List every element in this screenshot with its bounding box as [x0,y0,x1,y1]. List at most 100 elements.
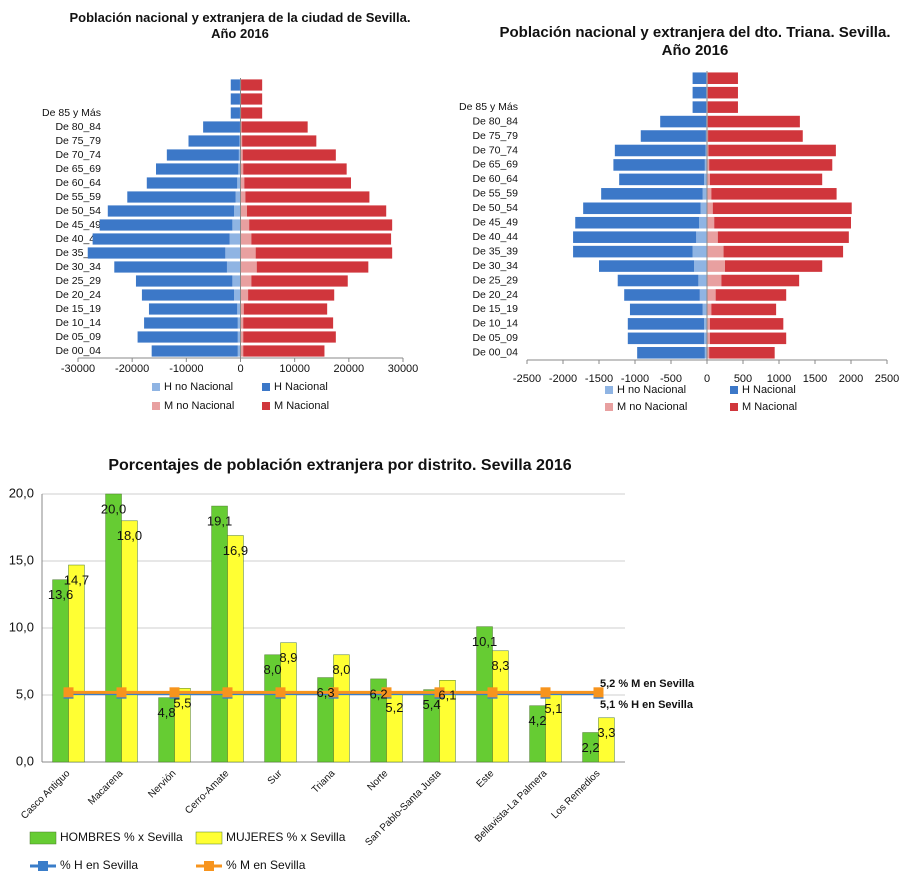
x-tick-label: -2500 [513,373,541,385]
legend-label: H no Nacional [164,381,233,393]
bar [707,115,800,128]
bar [256,261,369,273]
value-label: 5,4 [423,697,441,712]
x-tick-label: 20000 [334,363,365,375]
bar [629,303,703,316]
bar [240,135,243,147]
bar [492,650,509,763]
bar [704,332,707,345]
value-label: 18,0 [117,528,142,543]
bar [699,216,707,229]
category-label: De 15_19 [472,303,518,315]
bar [241,107,263,119]
bar [619,173,705,186]
bar [583,202,701,215]
bar [241,93,263,105]
legend-swatch [605,403,613,411]
bar [230,79,240,91]
category-label: De 00_04 [472,347,518,359]
category-label: De 85 y Más [459,101,518,113]
category-label: De 45_49 [55,219,101,231]
category-label: De 85 y Más [42,107,101,119]
bar [241,79,263,91]
bar [280,642,297,763]
bar [617,274,699,287]
value-label: 5,5 [173,696,191,711]
annotation: 5,2 % M en Sevilla [600,678,695,690]
bar [151,345,238,357]
value-label: 4,8 [158,705,176,720]
bar [242,149,336,161]
category-label: De 45_49 [472,217,518,229]
bar [601,188,703,200]
bar [237,331,241,343]
bar [707,245,724,258]
legend-swatch [262,383,270,391]
bar [721,274,800,287]
category-label: De 50_54 [472,202,518,214]
bar [640,130,706,142]
bar [242,135,317,147]
bar [146,177,238,189]
bar [707,159,710,171]
bar [707,231,718,243]
bar [707,144,709,157]
value-label: 16,9 [223,543,248,558]
bar [707,318,710,330]
bar [232,219,241,231]
bar [240,177,245,189]
bar [148,303,238,315]
x-tick-label: Macarena [86,768,126,808]
x-tick-label: 10000 [279,363,310,375]
bar [715,289,787,301]
category-label: De 05_09 [472,332,518,344]
bar [127,191,236,203]
bar [723,245,844,258]
bar [251,233,392,245]
value-label: 14,7 [64,572,89,587]
bar [240,219,250,231]
y-tick-label: 15,0 [9,552,34,567]
legend-label: MUJERES % x Sevilla [226,830,346,844]
bar [107,205,234,217]
x-tick-label: Los Remedios [550,768,603,821]
bar [87,247,226,259]
value-label: 5,1 [544,701,562,716]
category-label: De 75_79 [55,135,101,147]
bar [704,318,707,330]
x-tick-label: Sur [266,768,285,787]
bar [247,205,387,217]
bar [573,231,697,243]
bar [237,317,241,329]
bar [234,289,241,301]
bar [52,579,69,763]
marker [328,687,339,698]
bar [709,332,787,345]
bar [707,72,738,85]
bar [240,303,244,315]
x-tick-label: Casco Antiguo [19,768,73,822]
category-label: De 80_84 [472,115,518,127]
legend-swatch [152,402,160,410]
bar [711,303,777,316]
bar [240,289,249,301]
bar [637,346,705,359]
bar [707,188,712,200]
value-label: 2,2 [582,740,600,755]
category-label: De 75_79 [472,130,518,142]
bar [229,233,241,245]
value-label: 6,2 [370,686,388,701]
bar [249,219,393,231]
category-label: De 60_64 [55,177,101,189]
bar [114,261,227,273]
bar [707,274,722,287]
y-tick-label: 20,0 [9,485,34,500]
bar [707,130,709,142]
bar [237,345,241,357]
category-label: De 25_29 [55,275,101,287]
bar [92,233,230,245]
x-tick-label: -30000 [61,363,95,375]
x-tick-label: Triana [310,768,338,796]
x-tick-label: -10000 [169,363,203,375]
